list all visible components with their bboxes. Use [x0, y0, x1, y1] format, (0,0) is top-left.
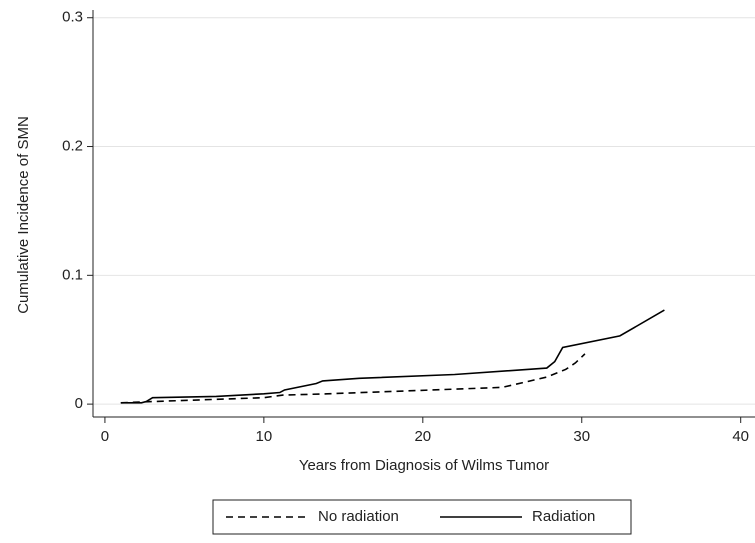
legend-label: No radiation: [318, 508, 399, 525]
x-tick-label: 10: [256, 428, 273, 445]
legend-label: Radiation: [532, 508, 595, 525]
y-axis-label: Cumulative Incidence of SMN: [15, 116, 32, 314]
series-line: [120, 309, 665, 404]
x-tick-label: 40: [732, 428, 749, 445]
y-tick-label: 0.1: [62, 266, 83, 283]
series-line: [120, 353, 586, 404]
legend-box: [212, 499, 632, 535]
y-tick-label: 0: [75, 395, 83, 412]
x-tick-label: 20: [414, 428, 431, 445]
x-axis-label: Years from Diagnosis of Wilms Tumor: [299, 457, 549, 474]
x-tick-label: 0: [101, 428, 109, 445]
y-tick-label: 0.2: [62, 137, 83, 154]
y-tick-label: 0.3: [62, 9, 83, 26]
x-tick-label: 30: [573, 428, 590, 445]
